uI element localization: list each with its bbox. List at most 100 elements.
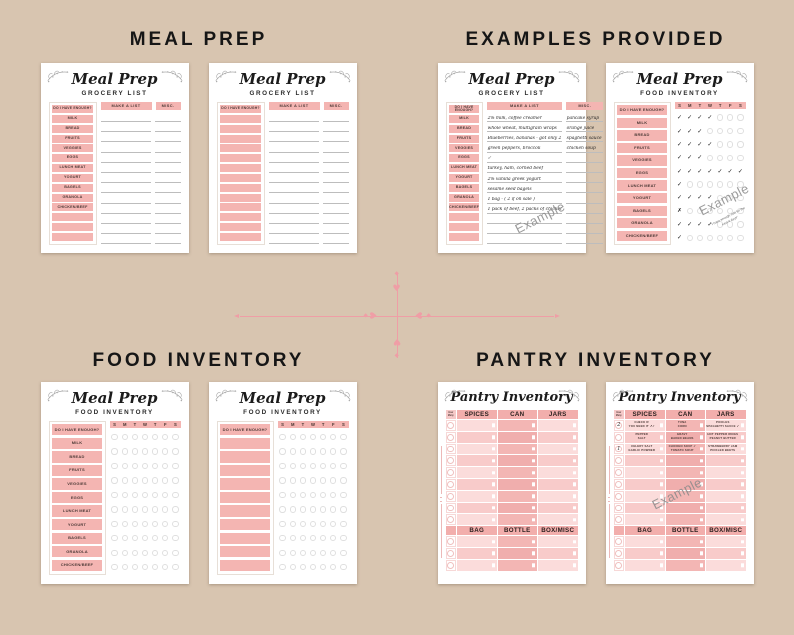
day-circle [170,533,180,543]
section-examples: EXAMPLES PROVIDED Meal Prep GROCERY LIST… [397,0,794,318]
section-pantry-inventory: PANTRY INVENTORY Pantry Inventory How Ma… [397,317,794,635]
day-letter: S [281,421,284,427]
can-cell [497,431,537,443]
mark-row [110,476,181,486]
day-mark: ✓ [676,220,683,228]
page-food-inventory-example: Meal Prep FOOD INVENTORY DO I HAVE ENOUG… [605,63,754,253]
write-in-line [100,225,181,235]
day-letter: T [153,421,157,427]
page-title: Meal Prep [239,70,326,88]
checkbox [740,506,744,510]
day-mark [715,113,725,123]
pantry-row [445,455,578,467]
heart-icon [413,311,422,319]
write-in-line [268,174,349,184]
floral-flourish-icon [611,70,634,83]
section-title: EXAMPLES PROVIDED [465,29,726,50]
item-label: BREAD [52,124,93,133]
day-mark [705,179,715,189]
bottle-cell [665,547,705,559]
checkbox [532,518,536,522]
entry-line: GARLIC POWDER [628,447,656,452]
pantry-row [613,502,746,514]
checkbox [700,423,704,428]
day-mark [715,179,725,189]
misc-entry [565,222,604,224]
checkbox [740,539,744,544]
day-circle [298,476,308,486]
day-circle [150,548,160,558]
misc-entry [565,171,604,174]
section-food-inventory: FOOD INVENTORY Meal Prep FOOD INVENTORY … [0,317,397,635]
entry-line: HOT PEPPER RINGS [707,432,739,437]
bottle-header: BOTTLE [665,526,705,536]
checkbox [532,551,536,556]
day-circle [278,476,288,486]
misc-line [154,233,181,235]
blank-item-box [220,223,261,232]
day-circle [110,562,120,572]
day-circle [140,461,150,471]
page-grocery-list-example: Meal Prep GROCERY LIST DO I HAVE ENOUGH?… [437,63,604,253]
day-circle [278,490,288,500]
box-misc-cell [538,559,578,571]
pantry-row [445,536,578,547]
day-circle [288,504,298,514]
heart-icon [371,311,380,319]
column-header: DO I HAVE ENOUGH? [449,105,480,114]
blank-item-box [220,193,261,202]
day-mark: ✓ [707,220,713,228]
page-subtitle: GROCERY LIST [478,89,545,97]
day-mark [735,233,745,243]
list-line [268,182,319,184]
mark-row: ✓ [675,233,746,243]
day-mark: ✓ [717,167,723,175]
day-circle [170,476,180,486]
checkbox [572,551,576,556]
blank-item-box [52,213,93,222]
item-label: GRANOLA [449,193,480,202]
checkbox [659,423,663,428]
list-entry: Blueberries, bananas - got only 2 [486,135,562,143]
item-label: BAGELS [617,205,667,216]
checkbox [700,518,704,522]
day-mark: ✓ [707,194,713,202]
bag-cell [625,547,665,559]
entry-line: CELERY SALT [631,444,653,449]
quantity-cell [613,547,624,559]
misc-entry: chicken soup [565,146,604,153]
day-circle [120,447,130,457]
checkbox [740,518,744,522]
checkbox [740,551,744,556]
quantity-circle [615,561,623,569]
write-in-line [486,214,604,224]
list-line [100,222,151,224]
spices-cell [457,455,497,467]
list-line [100,212,151,214]
day-circle [278,533,288,543]
can-header: CAN [665,410,705,419]
list-line [268,192,319,194]
bottle-cell [497,536,537,547]
day-circle [150,504,160,514]
day-mark [715,139,725,149]
floral-flourish-icon [557,389,580,402]
list-line [268,151,319,153]
page-food-inventory-blank: Meal Prep FOOD INVENTORY DO I HAVE ENOUG… [208,382,357,584]
day-circle [318,533,328,543]
quantity-cell [613,431,624,443]
mark-row [278,476,349,486]
section-title: PANTRY INVENTORY [476,350,715,371]
list-line [100,121,151,123]
mark-row [278,533,349,543]
list-column: MAKE A LIST MISC. [100,101,181,245]
entry-line: PEANUT BUTTER [709,436,736,441]
day-mark: ✓ [676,180,683,188]
misc-line [154,212,181,214]
entry-line: TOMATO SOUP [670,447,694,452]
can-header: CAN [497,410,537,419]
quantity-cell [613,467,624,478]
day-circle [328,562,338,572]
quantity-cell [613,536,624,547]
